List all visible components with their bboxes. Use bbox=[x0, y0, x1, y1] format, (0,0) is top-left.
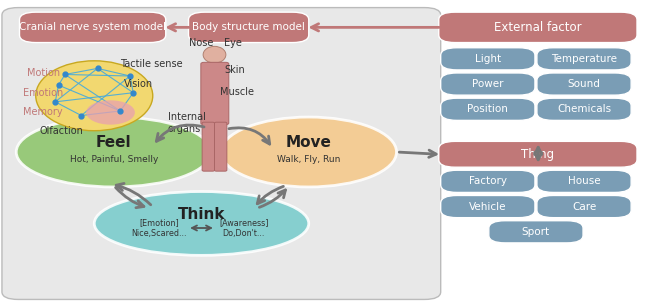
Text: Muscle: Muscle bbox=[220, 87, 254, 97]
Ellipse shape bbox=[36, 61, 153, 131]
Ellipse shape bbox=[16, 117, 211, 187]
Text: Think: Think bbox=[177, 207, 226, 222]
Ellipse shape bbox=[86, 100, 135, 125]
Text: Feel: Feel bbox=[96, 135, 131, 150]
Text: Emotion: Emotion bbox=[23, 88, 64, 98]
Text: Skin: Skin bbox=[224, 65, 245, 75]
Text: Eye: Eye bbox=[224, 38, 242, 48]
FancyBboxPatch shape bbox=[537, 170, 631, 192]
Text: Hot, Painful, Smelly: Hot, Painful, Smelly bbox=[70, 155, 158, 164]
Text: Temperature: Temperature bbox=[551, 54, 617, 64]
Text: Olfaction: Olfaction bbox=[39, 126, 83, 136]
FancyBboxPatch shape bbox=[441, 48, 535, 70]
FancyBboxPatch shape bbox=[188, 12, 309, 43]
Text: [Awareness]
Do,Don't...: [Awareness] Do,Don't... bbox=[219, 218, 268, 238]
Text: Power: Power bbox=[472, 79, 504, 89]
Text: Position: Position bbox=[467, 104, 508, 114]
FancyBboxPatch shape bbox=[2, 8, 441, 299]
Text: Vehicle: Vehicle bbox=[469, 202, 506, 212]
Text: [Emotion]
Nice,Scared...: [Emotion] Nice,Scared... bbox=[131, 218, 187, 238]
FancyBboxPatch shape bbox=[20, 12, 166, 43]
FancyBboxPatch shape bbox=[537, 48, 631, 70]
Text: Walk, Fly, Run: Walk, Fly, Run bbox=[277, 155, 341, 164]
Text: Motion: Motion bbox=[27, 68, 60, 78]
FancyBboxPatch shape bbox=[489, 221, 583, 243]
Text: Tactile sense: Tactile sense bbox=[120, 59, 183, 69]
FancyBboxPatch shape bbox=[441, 98, 535, 120]
FancyBboxPatch shape bbox=[441, 195, 535, 218]
Text: Move: Move bbox=[286, 135, 332, 150]
Text: Chemicals: Chemicals bbox=[557, 104, 611, 114]
Ellipse shape bbox=[221, 117, 396, 187]
FancyBboxPatch shape bbox=[202, 122, 215, 171]
Text: Factory: Factory bbox=[469, 176, 507, 186]
FancyBboxPatch shape bbox=[441, 73, 535, 95]
Ellipse shape bbox=[94, 192, 309, 255]
Text: Thing: Thing bbox=[521, 148, 554, 161]
FancyBboxPatch shape bbox=[537, 98, 631, 120]
FancyBboxPatch shape bbox=[537, 195, 631, 218]
Text: Light: Light bbox=[474, 54, 501, 64]
FancyBboxPatch shape bbox=[537, 73, 631, 95]
Text: House: House bbox=[567, 176, 601, 186]
Text: Cranial nerve system model: Cranial nerve system model bbox=[19, 22, 166, 32]
FancyBboxPatch shape bbox=[439, 141, 637, 167]
Text: Care: Care bbox=[572, 202, 596, 212]
Text: Memory: Memory bbox=[23, 108, 63, 117]
FancyBboxPatch shape bbox=[201, 62, 229, 125]
Text: Internal
organs: Internal organs bbox=[168, 112, 205, 134]
Text: Sound: Sound bbox=[567, 79, 601, 89]
Text: External factor: External factor bbox=[494, 21, 582, 34]
FancyBboxPatch shape bbox=[441, 170, 535, 192]
FancyBboxPatch shape bbox=[439, 12, 637, 43]
Text: Body structure model: Body structure model bbox=[192, 22, 305, 32]
Ellipse shape bbox=[203, 47, 226, 63]
Text: Sport: Sport bbox=[522, 227, 550, 237]
Text: Vision: Vision bbox=[124, 79, 153, 88]
Text: Nose: Nose bbox=[188, 38, 213, 48]
FancyBboxPatch shape bbox=[214, 122, 227, 171]
